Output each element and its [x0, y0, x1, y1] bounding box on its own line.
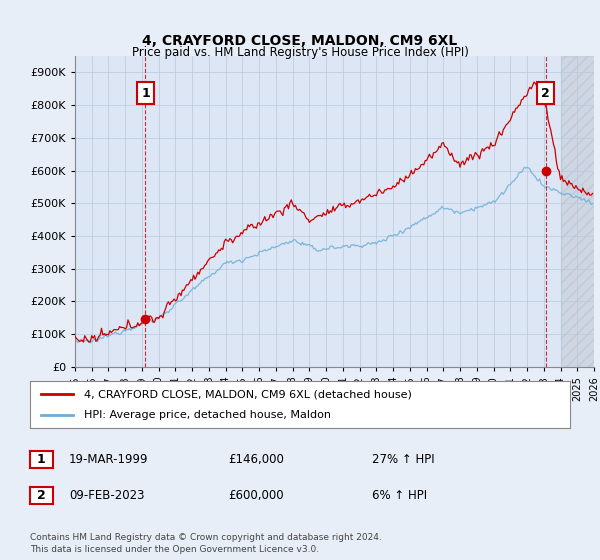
Text: 19-MAR-1999: 19-MAR-1999 — [69, 452, 149, 466]
Text: HPI: Average price, detached house, Maldon: HPI: Average price, detached house, Mald… — [84, 410, 331, 420]
Text: 09-FEB-2023: 09-FEB-2023 — [69, 489, 145, 502]
Text: 4, CRAYFORD CLOSE, MALDON, CM9 6XL: 4, CRAYFORD CLOSE, MALDON, CM9 6XL — [142, 34, 458, 48]
Text: £600,000: £600,000 — [228, 489, 284, 502]
Text: 2: 2 — [37, 489, 46, 502]
Text: 2: 2 — [541, 87, 550, 100]
Text: 27% ↑ HPI: 27% ↑ HPI — [372, 452, 434, 466]
Text: 1: 1 — [37, 452, 46, 466]
Text: 6% ↑ HPI: 6% ↑ HPI — [372, 489, 427, 502]
Bar — [560, 56, 600, 367]
Text: 1: 1 — [141, 87, 150, 100]
Text: £146,000: £146,000 — [228, 452, 284, 466]
Text: Price paid vs. HM Land Registry's House Price Index (HPI): Price paid vs. HM Land Registry's House … — [131, 46, 469, 59]
Text: Contains HM Land Registry data © Crown copyright and database right 2024.
This d: Contains HM Land Registry data © Crown c… — [30, 533, 382, 554]
Text: 4, CRAYFORD CLOSE, MALDON, CM9 6XL (detached house): 4, CRAYFORD CLOSE, MALDON, CM9 6XL (deta… — [84, 389, 412, 399]
